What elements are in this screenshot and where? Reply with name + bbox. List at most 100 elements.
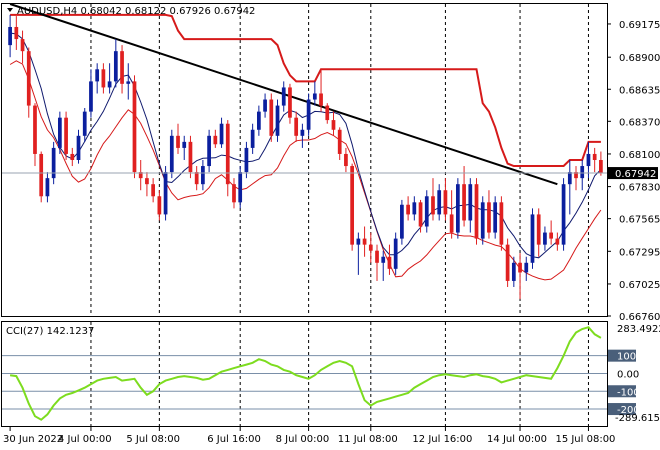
candle-body bbox=[219, 123, 224, 145]
candle-body bbox=[20, 39, 25, 52]
candle-body bbox=[344, 153, 348, 167]
candle-body bbox=[120, 51, 124, 84]
candle-body bbox=[89, 81, 93, 112]
candle-body bbox=[33, 105, 37, 154]
candle-body bbox=[176, 135, 180, 148]
candle-body bbox=[163, 172, 168, 215]
candle-body bbox=[256, 111, 261, 130]
time-tick-label: 4 Jul 00:00 bbox=[58, 434, 112, 445]
candle-body bbox=[524, 262, 529, 273]
price-axis: 0.69175 0.68900 0.68635 0.68370 0.68100 0.678… bbox=[607, 20, 660, 323]
current-price-label: 0.67942 bbox=[615, 169, 656, 180]
candle-body bbox=[387, 256, 392, 269]
cci-tick-label: 100 bbox=[617, 352, 636, 363]
slow-moving-average bbox=[9, 60, 602, 281]
cci-header: CCI(27) 142.1237 bbox=[6, 326, 94, 337]
dropdown-triangle-icon[interactable] bbox=[7, 8, 13, 12]
candle-body bbox=[263, 99, 267, 112]
time-tick-label: 15 Jul 08:00 bbox=[555, 434, 615, 445]
resistance-step-line bbox=[10, 13, 601, 167]
candle-body bbox=[555, 238, 560, 245]
cci-panel-frame bbox=[1, 321, 608, 427]
candle-body bbox=[113, 51, 118, 82]
fast-moving-average bbox=[10, 32, 602, 259]
time-tick-label: 8 Jul 00:00 bbox=[276, 434, 330, 445]
candle-body bbox=[312, 93, 317, 100]
candle-body bbox=[319, 93, 323, 106]
ma-slow-path bbox=[9, 60, 602, 281]
price-tick-label: 0.67565 bbox=[619, 215, 660, 226]
candle-body bbox=[592, 153, 597, 160]
candle-body bbox=[194, 172, 199, 185]
time-tick-label: 5 Jul 08:00 bbox=[126, 434, 180, 445]
candle-body bbox=[250, 129, 255, 148]
candle-body bbox=[549, 232, 554, 239]
cci-line bbox=[9, 326, 602, 421]
candle-body bbox=[300, 129, 305, 136]
candle-body bbox=[381, 256, 386, 263]
candle-body bbox=[586, 153, 591, 167]
candle-body bbox=[337, 129, 342, 154]
candle-body bbox=[306, 99, 311, 130]
candle-body bbox=[505, 244, 510, 281]
time-tick-label: 11 Jul 08:00 bbox=[338, 434, 398, 445]
candle-body bbox=[275, 105, 280, 136]
price-panel-frame bbox=[1, 3, 608, 317]
candle-body bbox=[232, 184, 236, 203]
candle-body bbox=[26, 51, 31, 106]
candle-body bbox=[138, 172, 143, 179]
candle-body bbox=[449, 214, 454, 233]
price-tick-label: 0.67830 bbox=[619, 183, 660, 194]
candle-body bbox=[580, 166, 585, 179]
cci-level-tag bbox=[608, 349, 636, 362]
candle-body bbox=[269, 99, 274, 136]
candle-body bbox=[151, 184, 156, 197]
candle-body bbox=[76, 135, 81, 160]
candle-body bbox=[574, 172, 578, 179]
candle-body bbox=[132, 81, 137, 173]
candle-body bbox=[375, 250, 379, 263]
cci-path bbox=[9, 326, 602, 421]
candle-body bbox=[511, 262, 516, 281]
candle-body bbox=[101, 69, 106, 88]
price-tick-label: 0.68370 bbox=[619, 117, 660, 128]
candle-body bbox=[393, 238, 398, 269]
price-tick-label: 0.68635 bbox=[619, 85, 660, 96]
candle-body bbox=[207, 135, 211, 167]
candle-body bbox=[474, 184, 479, 239]
symbol-header: AUDUSD,H4 0.68042 0.68122 0.67926 0.6794… bbox=[17, 6, 255, 17]
cci-axis: 283.4922 100 0.00 -100 -200-289.6156 bbox=[608, 324, 660, 424]
candle-body bbox=[225, 123, 230, 185]
time-tick-label: 14 Jul 00:00 bbox=[487, 434, 547, 445]
cci-level-tag bbox=[608, 385, 636, 398]
candle-body bbox=[536, 214, 541, 245]
candle-body bbox=[51, 147, 56, 179]
candle-body bbox=[64, 117, 68, 154]
cci-tick-label: -200 bbox=[617, 405, 640, 416]
candle-body bbox=[325, 105, 330, 121]
candle-body bbox=[424, 196, 429, 227]
cci-tick-label: -289.6156 bbox=[615, 413, 660, 424]
current-price-tag: 0.67942 bbox=[2, 167, 658, 180]
candle-body bbox=[561, 184, 566, 245]
candle-body bbox=[238, 172, 243, 203]
candle-body bbox=[599, 160, 603, 174]
candle-body bbox=[455, 184, 460, 233]
candle-body bbox=[201, 166, 205, 185]
candlesticks bbox=[8, 14, 603, 300]
candle-body bbox=[182, 141, 187, 148]
candle-body bbox=[350, 166, 355, 245]
cci-level-tag bbox=[608, 403, 636, 416]
candle-body bbox=[567, 172, 572, 185]
candle-body bbox=[294, 117, 299, 136]
candle-body bbox=[14, 26, 19, 40]
ma-fast-path bbox=[10, 32, 602, 259]
time-tick-label: 30 Jun 2022 bbox=[3, 434, 63, 445]
price-tick-label: 0.68900 bbox=[619, 53, 660, 64]
candle-body bbox=[406, 204, 410, 215]
time-tick-label: 6 Jul 16:00 bbox=[207, 434, 261, 445]
candle-body bbox=[70, 153, 75, 160]
candle-body bbox=[362, 238, 367, 245]
